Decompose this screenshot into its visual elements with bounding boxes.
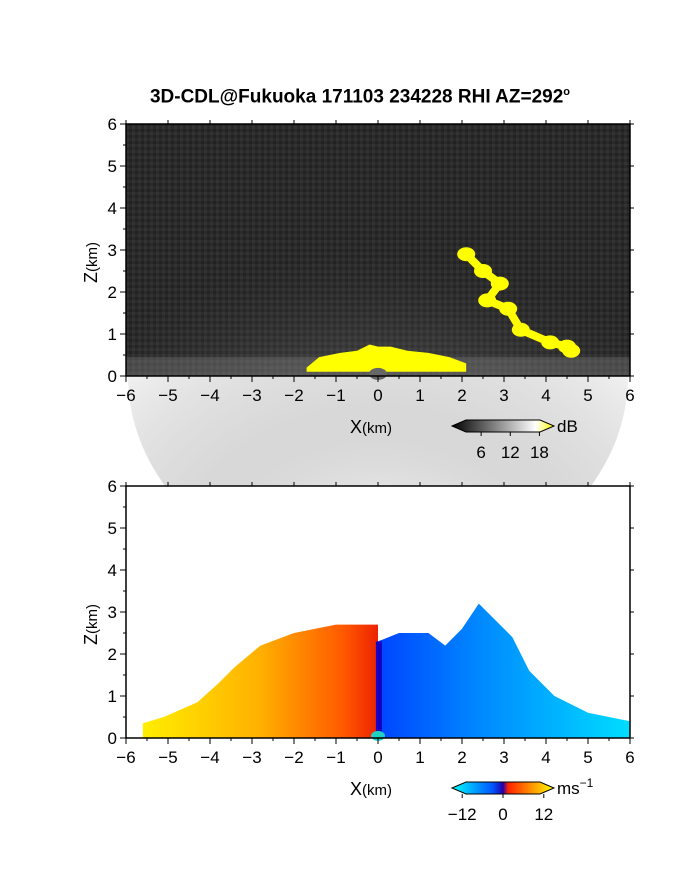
reflectivity-colorbar-ticks: 6 12 18	[476, 432, 549, 462]
y-tick-label: 4	[108, 561, 117, 580]
velocity-panel: −6 −5 −4 −3 −2 −1 0 1 2 3 4 5 6 0 1 2 3 4 5 6	[108, 477, 635, 767]
x-tick-label: 5	[583, 386, 592, 405]
approaching-flow	[142, 624, 378, 738]
x-tick-label: −4	[200, 748, 219, 767]
x-tick-label: −2	[284, 386, 303, 405]
velocity-axes: −6 −5 −4 −3 −2 −1 0 1 2 3 4 5 6 0 1 2 3 4 5 6	[108, 477, 635, 767]
y-tick-label: 3	[108, 241, 117, 260]
velocity-colorbar-label: ms−1	[557, 776, 594, 798]
x-tick-label: −3	[242, 748, 261, 767]
x-tick-label: −4	[200, 386, 219, 405]
y-tick-label: 1	[108, 687, 117, 706]
zero-line	[375, 641, 382, 738]
x-tick-label: −5	[158, 748, 177, 767]
colorbar-tick-label: 12	[501, 443, 520, 462]
x-tick-label: 4	[541, 386, 550, 405]
cloud-echo-link	[563, 342, 576, 355]
velocity-colorbar: −12 0 12 ms−1	[448, 776, 594, 824]
y-tick-label: 0	[108, 729, 117, 748]
y-tick-label: 2	[108, 645, 117, 664]
y-tick-label: 4	[108, 199, 117, 218]
x-tick-label: −3	[242, 386, 261, 405]
x-tick-label: 0	[373, 748, 382, 767]
cloud-echo-link	[516, 325, 555, 347]
x-tick-label: 6	[625, 748, 634, 767]
y-tick-label: 6	[108, 477, 117, 496]
x-tick-label: −1	[326, 748, 345, 767]
reflectivity-colorbar-label: dB	[557, 417, 578, 436]
x-tick-label: 6	[625, 386, 634, 405]
reflectivity-axes: −6 −5 −4 −3 −2 −1 0 1 2 3 4 5 6 0 1 2 3 4 5 6	[108, 115, 635, 405]
y-tick-label: 5	[108, 157, 117, 176]
x-tick-label: 1	[415, 386, 424, 405]
colorbar-tick-label: 12	[534, 805, 553, 824]
velocity-colorbar-bar	[450, 781, 556, 795]
y-tick-label: 2	[108, 283, 117, 302]
x-tick-label: −6	[116, 748, 135, 767]
cloud-echo-link	[504, 304, 525, 334]
x-tick-label: 1	[415, 748, 424, 767]
x-tick-label: 5	[583, 748, 592, 767]
x-tick-label: 2	[457, 748, 466, 767]
x-tick-label: −1	[326, 386, 345, 405]
velocity-y-axis-title: Z(km)	[81, 604, 101, 645]
radar-site	[369, 367, 387, 380]
x-tick-label: 3	[499, 748, 508, 767]
y-tick-label: 3	[108, 603, 117, 622]
y-tick-label: 1	[108, 325, 117, 344]
x-tick-label: 3	[499, 386, 508, 405]
y-tick-label: 0	[108, 367, 117, 386]
reflectivity-x-axis-title: X(km)	[350, 417, 392, 437]
reflectivity-colorbar-bar	[450, 419, 556, 433]
figure-title: 3D-CDL@Fukuoka 171103 234228 RHI AZ=292o	[149, 86, 571, 108]
x-tick-label: −2	[284, 748, 303, 767]
reflectivity-colorbar: 6 12 18 dB	[450, 417, 578, 462]
y-tick-label: 6	[108, 115, 117, 134]
x-tick-label: −5	[158, 386, 177, 405]
x-tick-label: −6	[116, 386, 135, 405]
colorbar-tick-label: 0	[498, 805, 507, 824]
velocity-x-axis-title: X(km)	[350, 779, 392, 799]
velocity-colorbar-ticks: −12 0 12	[448, 794, 553, 824]
reflectivity-y-axis-title: Z(km)	[81, 242, 101, 283]
near-field-high-echo	[306, 344, 467, 372]
colorbar-tick-label: 18	[530, 443, 549, 462]
x-tick-label: 4	[541, 748, 550, 767]
x-tick-label: 2	[457, 386, 466, 405]
receding-flow	[378, 603, 630, 738]
y-tick-label: 5	[108, 519, 117, 538]
colorbar-tick-label: −12	[448, 805, 477, 824]
colorbar-tick-label: 6	[476, 443, 485, 462]
x-tick-label: 0	[373, 386, 382, 405]
